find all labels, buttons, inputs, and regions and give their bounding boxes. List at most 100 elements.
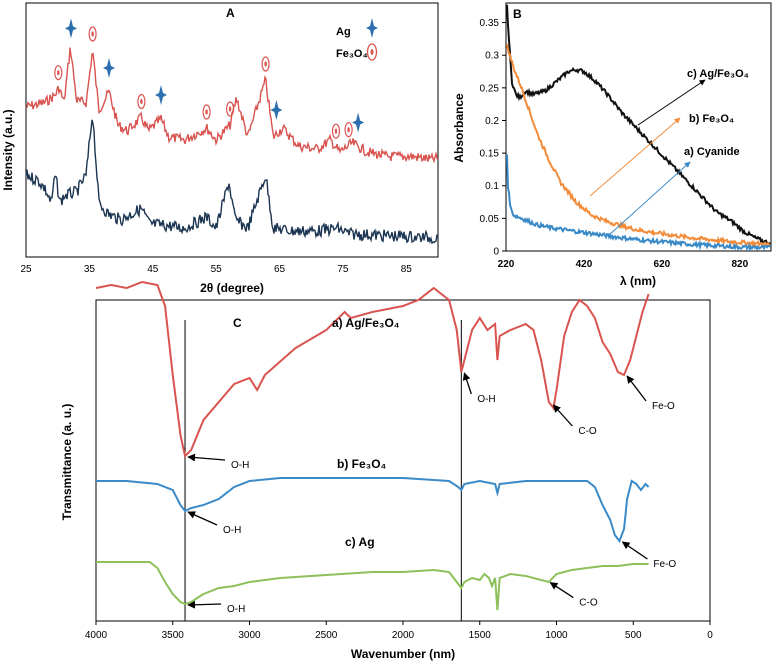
series-label-fe3o4: b) Fe₃O₄ [337,457,387,471]
c-annotation-label-6: O-H [227,604,245,615]
a-series-ag-fe-o [25,47,439,164]
panel-c-ticks: 4000 3500 3000 2500 2000 1500 1000 500 0 [85,621,713,641]
panel-a-ylabel: Intensity (a.u.) [1,109,15,190]
c-series-b-fe-o [96,477,650,544]
c-xtick-500: 500 [625,630,642,641]
c-annotation-arrow-5 [621,541,648,560]
c-annotation-label-3: Fe-O [652,401,675,412]
fe3o4-reflection-marker-5 [261,56,270,72]
legend-label-fe3o4: Fe₃O₄ [336,48,368,60]
c-xtick-3000: 3000 [238,630,261,641]
panel-a: A Intensity (a.u.) 2θ (degree) 25 35 45 55 6… [1,2,439,295]
b-xtick-620: 620 [654,259,671,270]
fe3o4-reflection-marker-6 [331,123,341,139]
panel-b: B Absorbance λ (nm) 00.050.10.150.20.250… [452,2,772,288]
b-ytick-1: 0.05 [480,214,500,225]
panel-c-series [95,280,650,611]
panel-a-reflection-markers [54,18,365,139]
c-annotation-arrow-6 [187,600,222,609]
b-ytick-6: 0.3 [485,51,499,62]
c-annotation-label-4: O-H [223,525,241,536]
a-xtick-75: 75 [337,264,349,275]
panel-a-xlabel: 2θ (degree) [200,281,264,295]
panel-b-ticks: 0 0.05 0.1 0.15 0.2 0.25 0.3 0.35 220 420 620 820 [480,18,749,270]
legend-star-icon [366,18,378,38]
c-annotation-arrow-3 [626,375,647,402]
b-ytick-4: 0.2 [485,116,499,127]
c-annotation-arrow-4 [187,511,218,526]
c-annotation-arrow-7 [549,582,574,599]
c-xtick-1500: 1500 [469,630,492,641]
fe3o4-reflection-marker-3 [202,104,211,120]
annotation-arrow-b [589,117,681,197]
panel-c-annotations: O-H O-H C-O Fe-O O-H Fe-O O-H C-O [187,372,676,615]
c-annotation-arrow-1 [462,372,472,395]
panel-c-title: C [233,316,242,330]
b-ytick-2: 0.1 [485,181,499,192]
a-xtick-25: 25 [20,264,32,275]
b-ytick-3: 0.15 [480,149,500,160]
annotation-label-c: c) Ag/Fe₃O₄ [687,68,749,80]
c-annotation-label-7: C-O [579,598,598,609]
c-series-a-ag-fe-o [95,280,650,458]
panel-a-legend: Ag Fe₃O₄ [336,18,378,61]
annotation-label-b: b) Fe₃O₄ [689,113,734,125]
c-series-c-ag [96,561,649,611]
a-xtick-35: 35 [84,264,96,275]
c-xtick-2000: 2000 [392,630,415,641]
ag-reflection-marker-2 [155,85,167,105]
panel-a-title: A [226,6,235,20]
panel-c-xlabel: Wavenumber (nm) [351,647,455,661]
panel-b-frame [505,2,772,252]
panel-a-x-ticks: 25 35 45 55 65 75 85 [20,264,412,275]
c-xtick-0: 0 [707,630,713,641]
c-annotation-label-0: O-H [231,460,249,471]
ag-reflection-marker-4 [352,112,365,133]
panel-c-ylabel: Transmittance (a. u.) [60,404,74,521]
a-series-fe-o [25,119,439,245]
b-series-b-fe-o [506,43,771,248]
c-annotation-arrow-2 [552,404,573,427]
c-annotation-label-5: Fe-O [653,559,676,570]
panel-b-xlabel: λ (nm) [620,274,656,288]
c-xtick-4000: 4000 [85,630,108,641]
panel-b-title: B [513,7,522,21]
fe3o4-reflection-marker-1 [88,26,97,42]
fe3o4-reflection-marker-4 [226,101,235,117]
c-xtick-1000: 1000 [545,630,568,641]
b-xtick-820: 820 [731,259,748,270]
b-xtick-220: 220 [498,259,515,270]
annotation-arrow-a [607,161,691,237]
fe3o4-reflection-marker-2 [137,93,146,110]
fe3o4-reflection-marker-0 [54,65,63,81]
panel-c: C Transmittance (a. u.) Wavenumber (nm) … [60,280,713,661]
annotation-arrow-c [637,79,706,126]
ag-reflection-marker-1 [103,58,115,78]
c-annotation-label-1: O-H [477,394,495,405]
series-label-ag: c) Ag [345,535,375,549]
panel-b-series [506,4,771,253]
c-annotation-label-2: C-O [578,426,597,437]
b-series-a-cyanide [506,154,771,253]
b-ytick-7: 0.35 [480,18,500,29]
a-xtick-45: 45 [147,264,159,275]
c-xtick-3500: 3500 [162,630,185,641]
legend-label-ag: Ag [336,26,351,38]
annotation-label-a: a) Cyanide [684,146,740,158]
ag-reflection-marker-3 [270,100,283,120]
a-xtick-85: 85 [401,264,413,275]
b-ytick-5: 0.25 [480,83,500,94]
b-series-c-ag-fe-o [506,4,771,247]
panel-c-series-labels: a) Ag/Fe₃O₄ b) Fe₃O₄ c) Ag [332,316,400,549]
a-xtick-55: 55 [211,264,223,275]
fe3o4-reflection-marker-7 [344,122,353,138]
a-xtick-65: 65 [274,264,286,275]
panel-a-frame [25,2,439,258]
c-xtick-2500: 2500 [315,630,338,641]
ag-reflection-marker-0 [65,18,77,39]
panel-b-annotations: c) Ag/Fe₃O₄ b) Fe₃O₄ a) Cyanide [589,68,749,237]
b-ytick-0: 0 [493,247,499,258]
b-xtick-420: 420 [576,259,593,270]
series-label-ag-fe3o4: a) Ag/Fe₃O₄ [332,316,400,330]
